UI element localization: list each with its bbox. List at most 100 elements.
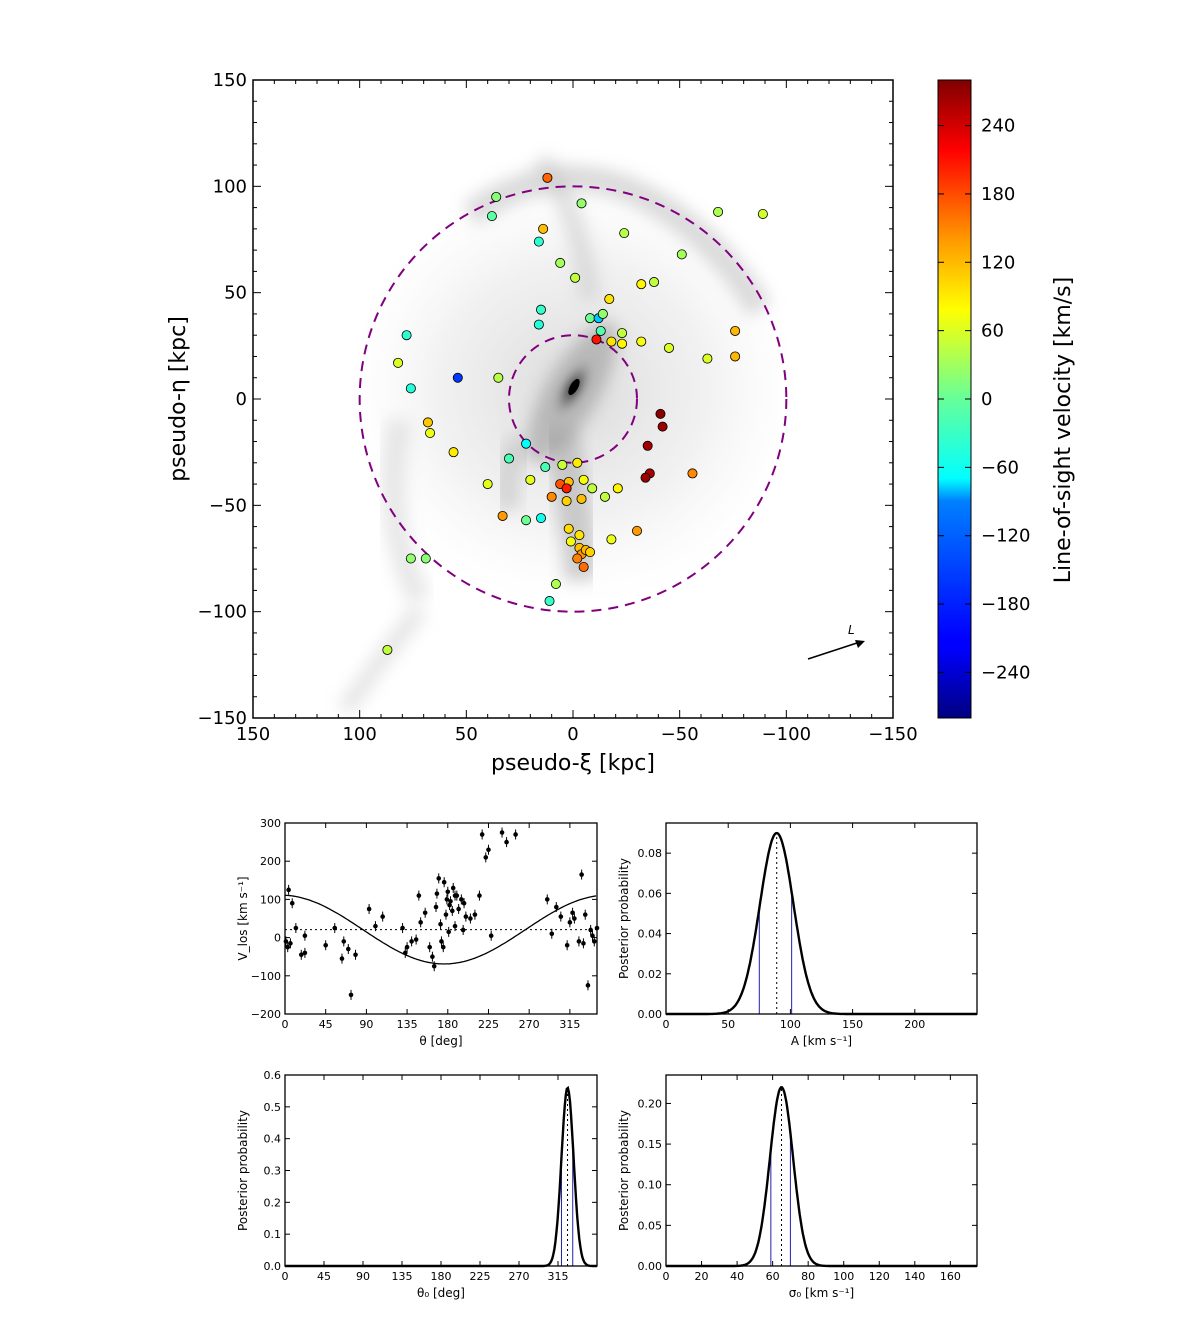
colorbar-tick-label: 60 bbox=[981, 321, 1004, 342]
data-point bbox=[422, 910, 428, 916]
x-tick-label: 0 bbox=[663, 1018, 670, 1031]
x-tick-label: 45 bbox=[319, 1018, 333, 1031]
y-axis-label: Posterior probability bbox=[236, 1110, 250, 1231]
data-point bbox=[585, 983, 591, 988]
velocity-point bbox=[636, 279, 647, 290]
y-tick-label: −100 bbox=[198, 602, 247, 623]
velocity-point bbox=[536, 304, 547, 315]
y-tick-label: 0.04 bbox=[638, 928, 663, 941]
y-tick-label: 0.20 bbox=[638, 1097, 663, 1110]
data-point bbox=[477, 893, 482, 898]
velocity-point bbox=[536, 513, 547, 524]
y-tick-label: 0.3 bbox=[264, 1165, 282, 1178]
velocity-point bbox=[576, 198, 587, 209]
ref-circle bbox=[358, 185, 788, 613]
reference-circles bbox=[358, 185, 788, 613]
rotation-model-curve bbox=[284, 894, 597, 965]
x-tick-label: 0 bbox=[282, 1018, 289, 1031]
data-point bbox=[567, 920, 573, 925]
velocity-point bbox=[640, 472, 651, 483]
velocity-point bbox=[606, 336, 617, 347]
velocity-point bbox=[401, 330, 412, 341]
y-tick-label: 100 bbox=[260, 893, 281, 906]
velocity-point bbox=[617, 328, 628, 339]
x-tick-label: 120 bbox=[869, 1270, 890, 1283]
x-tick-label: −100 bbox=[762, 724, 811, 745]
data-point bbox=[488, 933, 494, 938]
data-point bbox=[447, 902, 452, 908]
velocity-point bbox=[591, 334, 602, 345]
data-point bbox=[544, 897, 550, 902]
velocity-point bbox=[503, 453, 514, 464]
data-point bbox=[346, 946, 351, 952]
data-point bbox=[479, 832, 485, 837]
data-point bbox=[444, 897, 450, 902]
y-tick-label: 0.1 bbox=[264, 1228, 282, 1241]
x-tick-label: 0 bbox=[567, 724, 578, 745]
velocity-point bbox=[533, 236, 544, 247]
x-tick-label: 60 bbox=[766, 1270, 780, 1283]
velocity-point bbox=[420, 553, 431, 564]
velocity-point bbox=[493, 372, 504, 383]
plot-frame bbox=[284, 822, 598, 1015]
plot-frame bbox=[665, 822, 978, 1015]
y-tick-label: 50 bbox=[224, 283, 247, 304]
velocity-point bbox=[664, 342, 675, 353]
data-point bbox=[448, 899, 453, 904]
velocity-point bbox=[619, 228, 630, 239]
y-tick-label: 150 bbox=[213, 70, 247, 91]
data-point bbox=[409, 939, 414, 944]
velocity-point bbox=[486, 211, 497, 222]
x-tick-label: 135 bbox=[392, 1270, 413, 1283]
velocity-point bbox=[612, 483, 623, 494]
data-point bbox=[323, 942, 328, 948]
colorbar-tick-label: −60 bbox=[981, 457, 1019, 478]
velocity-point bbox=[491, 191, 502, 202]
velocity-point bbox=[544, 596, 555, 607]
y-tick-label: 0.0 bbox=[264, 1260, 282, 1273]
velocity-point bbox=[565, 536, 576, 547]
velocity-point bbox=[563, 523, 574, 534]
velocity-point bbox=[595, 325, 606, 336]
x-tick-label: 0 bbox=[663, 1270, 670, 1283]
x-axis-label: θ₀ [deg] bbox=[417, 1286, 465, 1300]
x-tick-label: 90 bbox=[359, 1018, 373, 1031]
velocity-point bbox=[587, 483, 598, 494]
y-tick-label: 100 bbox=[213, 176, 247, 197]
velocity-point bbox=[570, 272, 581, 283]
colorbar-label: Line-of-sight velocity [km/s] bbox=[1051, 277, 1076, 583]
main-xlabel: pseudo-ξ [kpc] bbox=[491, 751, 655, 776]
panel-posterior-theta0: 0 45 90 135 180 225 270 315 0.0 0.1 0.2 0.3 0.4 0.5 0.… bbox=[236, 1069, 598, 1300]
velocity-point bbox=[730, 325, 741, 336]
velocity-point bbox=[393, 357, 404, 368]
plot-area bbox=[666, 1075, 977, 1266]
velocity-point bbox=[617, 338, 628, 349]
main-map-panel: L 150 100 50 0 −50 −100 −150150100500−50−100−1… bbox=[166, 70, 918, 776]
y-tick-label: 0.08 bbox=[638, 847, 663, 860]
x-tick-label: 40 bbox=[730, 1270, 744, 1283]
velocity-point bbox=[713, 206, 724, 217]
velocity-point bbox=[405, 553, 416, 564]
x-tick-label: 180 bbox=[431, 1270, 452, 1283]
data-point bbox=[285, 944, 291, 950]
velocity-point bbox=[632, 525, 643, 536]
main-ylabel: pseudo-η [kpc] bbox=[166, 316, 191, 482]
velocity-point bbox=[448, 447, 459, 458]
y-tick-label: −150 bbox=[198, 708, 247, 729]
y-axis-label: Posterior probability bbox=[617, 1110, 631, 1231]
velocity-point bbox=[578, 562, 589, 573]
data-point bbox=[341, 939, 347, 944]
data-point bbox=[450, 885, 456, 891]
velocity-point bbox=[585, 547, 596, 558]
x-tick-label: 315 bbox=[548, 1270, 569, 1283]
velocity-point bbox=[600, 491, 611, 502]
data-point bbox=[293, 925, 299, 931]
y-tick-label: 0.00 bbox=[638, 1008, 663, 1021]
data-point bbox=[353, 952, 358, 958]
panel-posterior-A: 0 50 100 150 200 0.00 0.02 0.04 0.06 0.08 A [km s⁻… bbox=[617, 822, 978, 1048]
x-axis-label: σ₀ [km s⁻¹] bbox=[789, 1286, 854, 1300]
stellar-density-background bbox=[337, 153, 798, 716]
data-point bbox=[404, 944, 410, 950]
y-axis-label: Posterior probability bbox=[617, 858, 631, 979]
data-point bbox=[302, 933, 308, 938]
